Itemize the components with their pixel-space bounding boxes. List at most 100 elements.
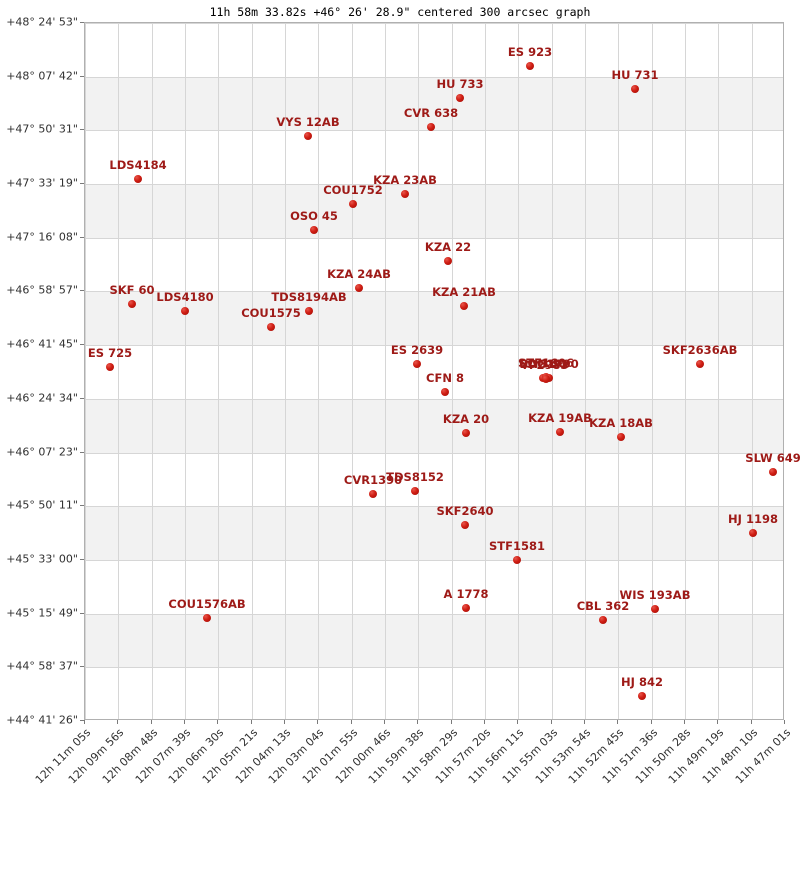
x-axis-tick (750, 720, 752, 724)
y-axis-tick-label: +46° 58' 57" (6, 283, 78, 297)
star-marker[interactable] (203, 614, 211, 622)
star-label: STF1581 (489, 539, 545, 553)
star-marker[interactable] (461, 521, 469, 529)
star-label: CVR1390 (343, 473, 403, 487)
star-marker[interactable] (444, 257, 452, 265)
star-marker[interactable] (769, 468, 777, 476)
x-axis-tick (784, 720, 785, 724)
x-axis-tick (117, 720, 119, 724)
star-marker[interactable] (267, 323, 275, 331)
vertical-gridline (518, 23, 519, 719)
y-axis-tick-label: +45° 15' 49" (6, 606, 78, 620)
y-axis-tick (80, 505, 84, 507)
y-axis-tick-label: +47° 16' 08" (6, 230, 78, 244)
star-marker[interactable] (106, 363, 114, 371)
star-marker[interactable] (526, 62, 534, 70)
y-axis-tick-label: +47° 33' 19" (6, 176, 78, 190)
horizontal-gridline (85, 345, 783, 346)
horizontal-gridline (85, 560, 783, 561)
star-marker[interactable] (427, 123, 435, 131)
star-marker[interactable] (513, 556, 521, 564)
star-chart: 11h 58m 33.82s +46° 26' 28.9" centered 3… (6, 5, 800, 786)
plot-area (84, 22, 784, 720)
star-marker[interactable] (599, 616, 607, 624)
x-axis-tick (450, 720, 452, 724)
star-marker[interactable] (134, 175, 142, 183)
star-marker[interactable] (305, 307, 313, 315)
star-marker[interactable] (369, 490, 377, 498)
vertical-gridline (285, 23, 286, 719)
y-axis-tick (80, 236, 84, 238)
background-band (85, 506, 783, 560)
vertical-gridline (685, 23, 686, 719)
star-marker[interactable] (349, 200, 357, 208)
star-label: CFN 8 (426, 371, 464, 385)
star-label: KZA 21AB (432, 285, 496, 299)
vertical-gridline (618, 23, 619, 719)
star-marker[interactable] (401, 190, 409, 198)
star-label: CBL 362 (576, 599, 630, 613)
star-marker[interactable] (696, 360, 704, 368)
star-label: A 1778 (443, 587, 489, 601)
star-label: KZA 24AB (327, 267, 391, 281)
x-axis: 12h 11m 05s 12h 09m 56s 12h 08m 48s 12h 07m… (33, 720, 793, 786)
star-marker[interactable] (617, 433, 625, 441)
x-axis-tick (684, 720, 685, 724)
background-band (85, 76, 783, 131)
star-marker[interactable] (462, 604, 470, 612)
star-label: SKF 60 (109, 283, 155, 297)
star-marker[interactable] (651, 605, 659, 613)
star-marker[interactable] (441, 388, 449, 396)
star-marker[interactable] (355, 284, 363, 292)
y-axis-tick (80, 344, 84, 346)
x-axis-tick (84, 720, 85, 724)
star-label: HU 733 (436, 77, 484, 91)
star-marker[interactable] (462, 429, 470, 437)
star-marker[interactable] (413, 360, 421, 368)
vertical-gridline (452, 23, 453, 719)
star-label: SKF2636AB (662, 343, 738, 357)
x-axis-tick (317, 720, 319, 724)
star-label: ES 725 (87, 346, 133, 360)
star-marker[interactable] (638, 692, 646, 700)
y-axis-tick (80, 22, 84, 23)
star-marker[interactable] (631, 85, 639, 93)
star-label: SLW 649 (745, 451, 800, 465)
star-label: TDS8152 (386, 470, 444, 484)
vertical-gridline (318, 23, 319, 719)
vertical-gridline (118, 23, 119, 719)
star-marker[interactable] (128, 300, 136, 308)
star-marker[interactable] (460, 302, 468, 310)
page-title: 11h 58m 33.82s +46° 26' 28.9" centered 3… (209, 5, 591, 19)
star-marker[interactable] (556, 428, 564, 436)
star-marker[interactable] (456, 94, 464, 102)
vertical-gridline (418, 23, 419, 719)
star-marker[interactable] (749, 529, 757, 537)
star-marker[interactable] (304, 132, 312, 140)
star-label: KZA 23AB (373, 173, 437, 187)
star-marker[interactable] (411, 487, 419, 495)
star-label: LDS4180 (156, 290, 214, 304)
star-label: CVR 638 (403, 106, 459, 120)
vertical-gridline (752, 23, 753, 719)
y-axis-tick (80, 183, 84, 185)
vertical-gridline (718, 23, 719, 719)
star-marker[interactable] (542, 375, 550, 383)
background-band (85, 184, 783, 238)
x-axis-tick (284, 720, 285, 724)
y-axis-tick (80, 612, 84, 614)
vertical-gridline (385, 23, 386, 719)
y-axis-tick (80, 129, 84, 131)
star-label: KZA 19AB (528, 411, 592, 425)
y-axis-tick (80, 397, 84, 399)
star-label: HJ 1198 (728, 512, 778, 526)
horizontal-gridline (85, 23, 783, 24)
star-label: KZA 22 (424, 240, 472, 254)
star-marker[interactable] (181, 307, 189, 315)
star-label: BAG 46 (519, 357, 567, 371)
horizontal-gridline (85, 291, 783, 292)
star-marker[interactable] (310, 226, 318, 234)
vertical-gridline (185, 23, 186, 719)
star-label: ES 2639 (390, 343, 444, 357)
vertical-gridline (252, 23, 253, 719)
